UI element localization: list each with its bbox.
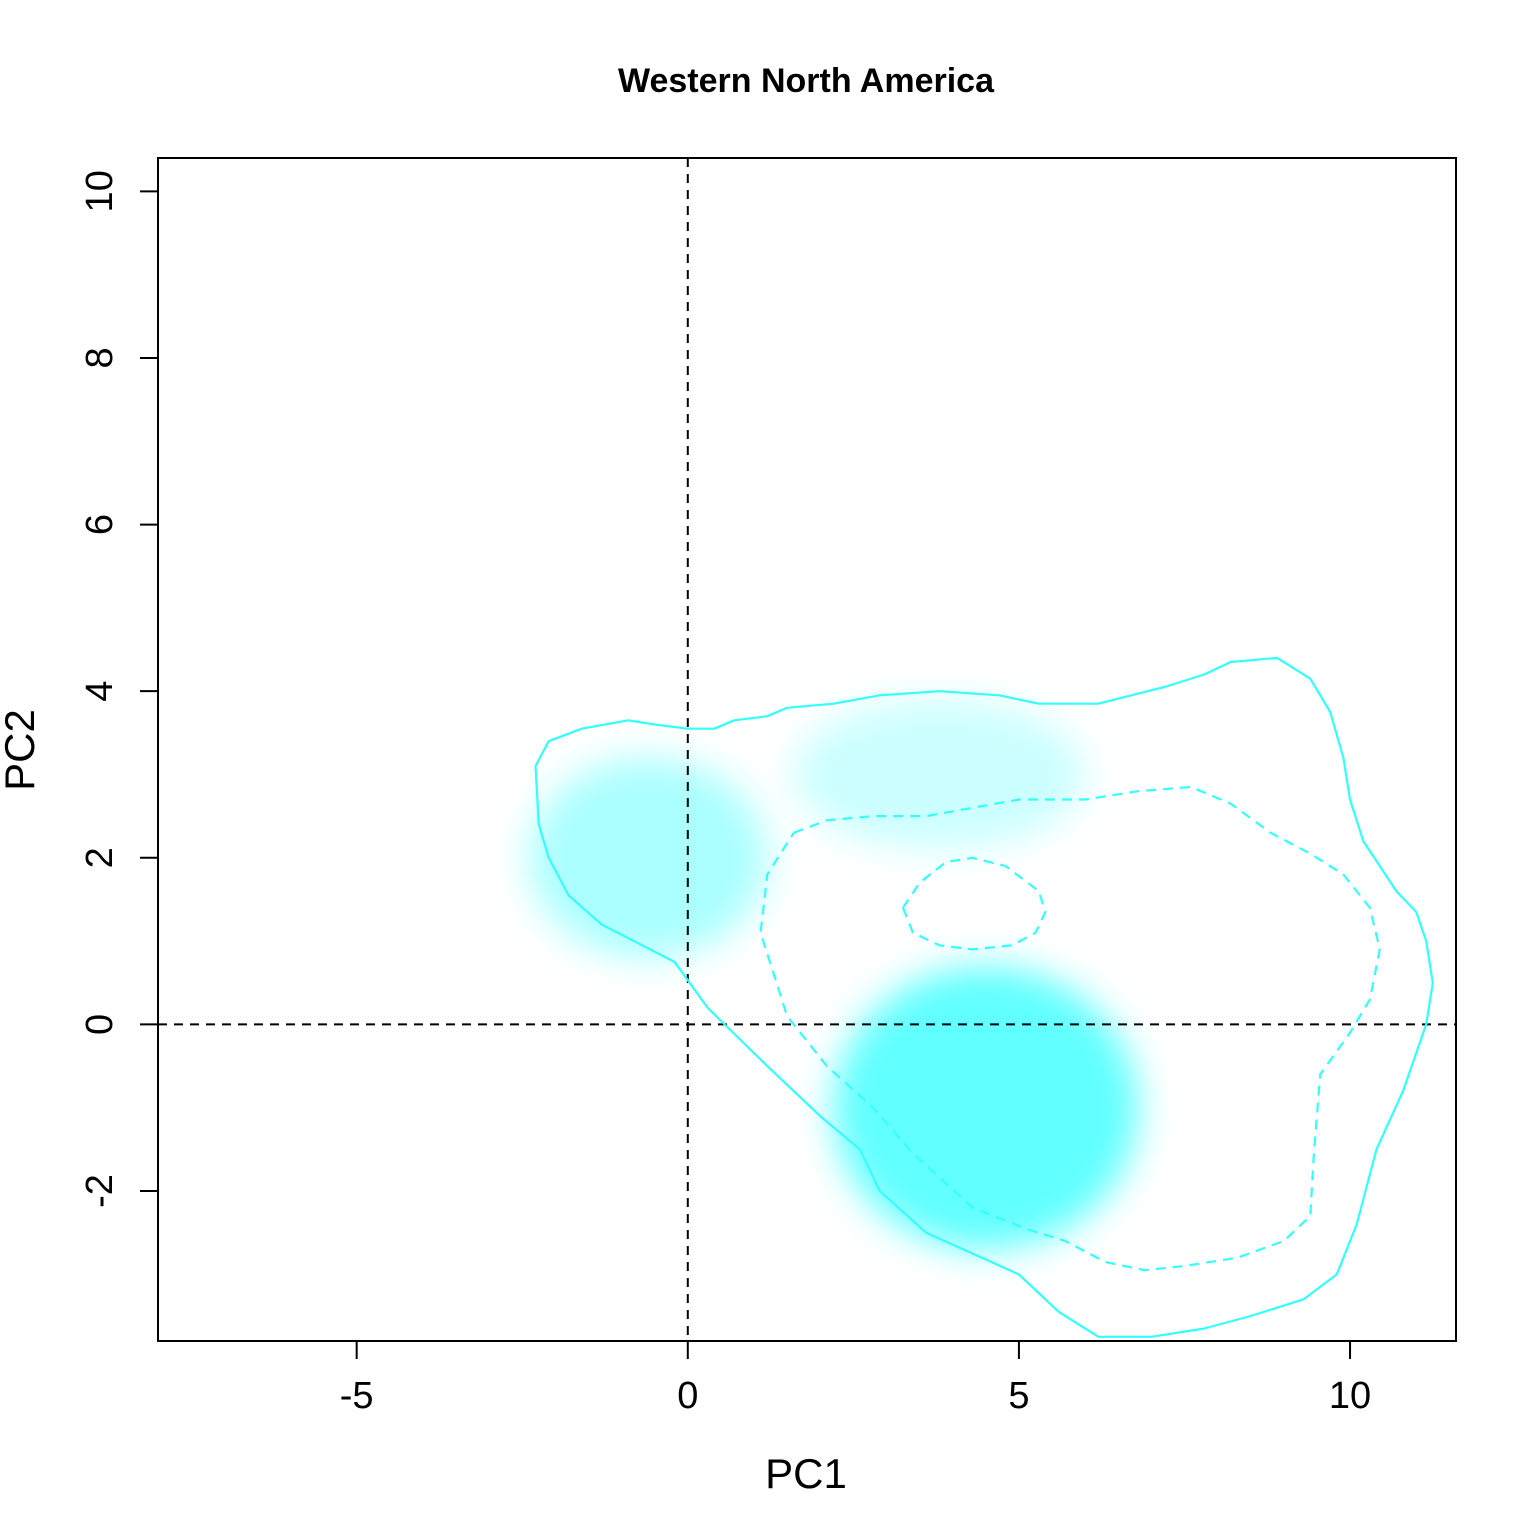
y-tick-label: 4 xyxy=(79,681,121,702)
contour-middle xyxy=(759,785,1381,1272)
y-axis-label: PC2 xyxy=(0,709,43,791)
contour-inner xyxy=(901,856,1047,951)
x-axis-label: PC1 xyxy=(765,1450,847,1497)
x-axis: -5 0 5 10 xyxy=(340,1341,1371,1417)
y-tick-label: 0 xyxy=(79,1014,121,1035)
y-tick-label: 6 xyxy=(79,514,121,535)
y-tick-label: 8 xyxy=(79,347,121,368)
density-blob xyxy=(528,757,768,958)
y-tick-label: 10 xyxy=(79,170,121,212)
plot-frame xyxy=(157,157,1457,1342)
density-layer xyxy=(528,699,1139,1250)
x-tick-label: 0 xyxy=(677,1375,698,1417)
x-tick-label: 5 xyxy=(1008,1375,1029,1417)
contour-outer xyxy=(534,656,1434,1338)
density-blob xyxy=(833,966,1139,1250)
y-tick-label: 2 xyxy=(79,847,121,868)
x-tick-label: 10 xyxy=(1329,1375,1371,1417)
reference-lines xyxy=(158,158,1456,1341)
y-axis: -2 0 2 4 6 8 10 xyxy=(79,170,158,1208)
chart-title: Western North America xyxy=(618,62,995,100)
density-blob xyxy=(793,699,1086,850)
contour-layer xyxy=(534,656,1434,1338)
y-tick-label: -2 xyxy=(79,1174,121,1208)
x-tick-label: -5 xyxy=(340,1375,374,1417)
